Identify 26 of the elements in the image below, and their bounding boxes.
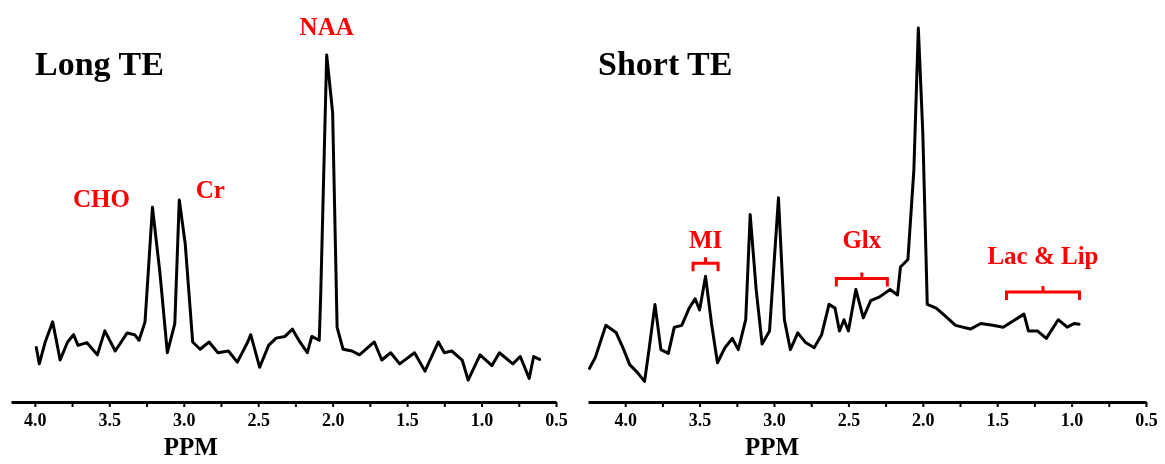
x-tick-label: 2.0 — [912, 410, 935, 431]
annotation: CHO — [72, 185, 130, 213]
x-tick-label: 2.5 — [837, 410, 861, 431]
chart-title: Long TE — [35, 45, 164, 82]
x-tick-label: 3.0 — [763, 410, 786, 431]
x-tick-label: 3.5 — [98, 410, 122, 431]
annotation: MI — [688, 226, 723, 254]
x-tick-label: 2.5 — [247, 410, 270, 431]
x-tick-label: 0.5 — [545, 410, 568, 431]
x-tick-label: 1.5 — [986, 410, 1009, 431]
x-tick-label: 1.0 — [470, 410, 494, 431]
x-tick-label: 2.0 — [321, 410, 345, 431]
x-tick-label: 0.5 — [1135, 410, 1158, 431]
text: Short TE — [598, 45, 733, 82]
annotation: Lac & Lip — [987, 242, 1099, 270]
x-tick-label: 1.0 — [1060, 410, 1084, 431]
x-axis-title: PPM — [163, 433, 218, 460]
x-tick-label: 4.0 — [614, 410, 637, 431]
annotation: Glx — [842, 226, 882, 254]
annotation: Cr — [195, 176, 225, 204]
x-tick-label: 3.5 — [688, 410, 712, 431]
x-tick-label: 4.0 — [24, 410, 47, 431]
annotation: NAA — [299, 13, 354, 40]
x-tick-label: 1.5 — [396, 410, 419, 431]
x-axis-title: PPM — [745, 433, 800, 460]
x-tick-label: 3.0 — [172, 410, 196, 431]
